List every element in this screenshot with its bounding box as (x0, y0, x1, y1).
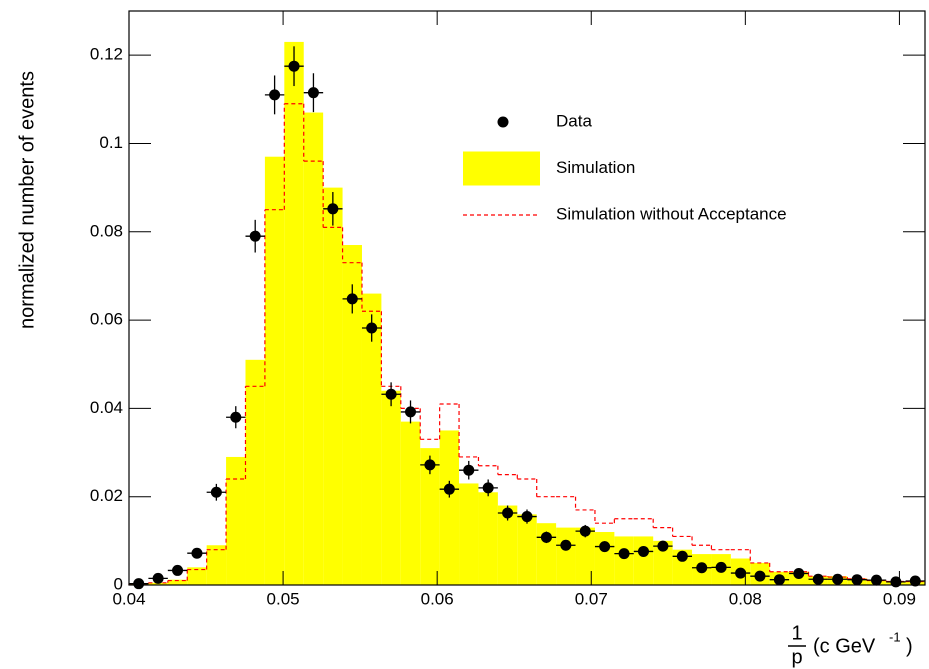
data-point (812, 573, 824, 585)
data-point (676, 550, 688, 562)
histogram-bar (167, 579, 188, 585)
data-point (540, 531, 552, 543)
data-point (249, 230, 261, 242)
histogram-bar (148, 582, 168, 585)
data-point (715, 561, 727, 573)
histogram-bar (303, 112, 324, 586)
y-tick-label: 0.02 (90, 486, 123, 505)
histogram-bar (614, 536, 634, 585)
data-point (327, 203, 339, 215)
data-point (346, 293, 358, 305)
data-point (832, 573, 844, 585)
data-point (191, 547, 203, 559)
data-point (172, 564, 184, 576)
data-point (502, 507, 514, 519)
histogram-bar (400, 421, 421, 585)
histogram-bar (264, 156, 285, 585)
data-point (637, 545, 649, 557)
histogram-bar (226, 456, 246, 585)
data-point (657, 540, 669, 552)
x-tick-label: 0.05 (267, 589, 300, 608)
x-label-denominator: p (791, 646, 802, 668)
histogram-bar (575, 527, 595, 585)
histogram-bar (361, 293, 382, 585)
histogram-bar (556, 527, 576, 585)
data-point (754, 570, 766, 582)
x-tick-label: 0.04 (112, 589, 145, 608)
data-point (579, 525, 591, 537)
legend-swatch (463, 151, 540, 186)
data-point (521, 511, 533, 523)
legend-label: Simulation (556, 158, 635, 177)
data-point (230, 411, 242, 423)
histogram-bar (459, 483, 479, 585)
y-tick-label: 0.06 (90, 310, 123, 329)
histogram-bar (284, 41, 304, 585)
legend-marker (497, 116, 509, 128)
histogram-bar (517, 514, 537, 585)
histogram-bar (497, 505, 518, 585)
histogram-bar (206, 545, 227, 585)
data-point (851, 574, 863, 586)
histogram-bar (653, 540, 673, 585)
histogram-bar (323, 187, 343, 585)
histogram-bar (187, 567, 207, 585)
y-tick-label: 0.1 (99, 133, 123, 152)
data-point (210, 486, 222, 498)
y-tick-label: 0.08 (90, 221, 123, 240)
data-point (288, 60, 300, 72)
data-point (599, 541, 611, 553)
y-axis-label: normalized number of events (16, 71, 38, 329)
data-point (463, 464, 475, 476)
y-tick-label: 0.04 (90, 398, 123, 417)
data-point (870, 574, 882, 586)
histogram-bar (381, 390, 401, 585)
data-point (773, 574, 785, 586)
histogram-bar (245, 359, 265, 585)
data-point (133, 578, 145, 590)
histogram-bar (478, 492, 498, 585)
data-point (735, 567, 747, 579)
data-point (482, 482, 494, 494)
data-point (405, 406, 417, 418)
x-label-unit: (c GeV (813, 635, 876, 657)
data-point (424, 459, 436, 471)
histogram-bar (420, 448, 440, 585)
histogram-bar (594, 532, 615, 585)
histogram-bar (342, 245, 362, 585)
x-label-close: ) (906, 635, 913, 657)
x-label-exponent: -1 (889, 629, 901, 644)
histogram-bar (633, 536, 654, 585)
x-tick-label: 0.06 (421, 589, 454, 608)
y-tick-label: 0 (114, 574, 123, 593)
data-point (307, 87, 319, 99)
x-label-numerator: 1 (791, 622, 802, 644)
data-point (152, 572, 164, 584)
legend-label: Simulation without Acceptance (556, 204, 787, 223)
x-tick-label: 0.07 (575, 589, 608, 608)
data-point (909, 575, 921, 587)
x-tick-label: 0.08 (729, 589, 762, 608)
data-point (269, 89, 281, 101)
plot-frame (128, 10, 926, 586)
legend-label: Data (556, 111, 592, 130)
histogram-bar (439, 430, 460, 585)
data-point (696, 562, 708, 574)
data-point (793, 568, 805, 580)
data-point (366, 322, 378, 334)
data-point (443, 483, 455, 495)
x-tick-label: 0.09 (883, 589, 916, 608)
data-point (618, 548, 630, 560)
data-point (560, 539, 572, 551)
data-point (385, 388, 397, 400)
y-tick-label: 0.12 (90, 45, 123, 64)
